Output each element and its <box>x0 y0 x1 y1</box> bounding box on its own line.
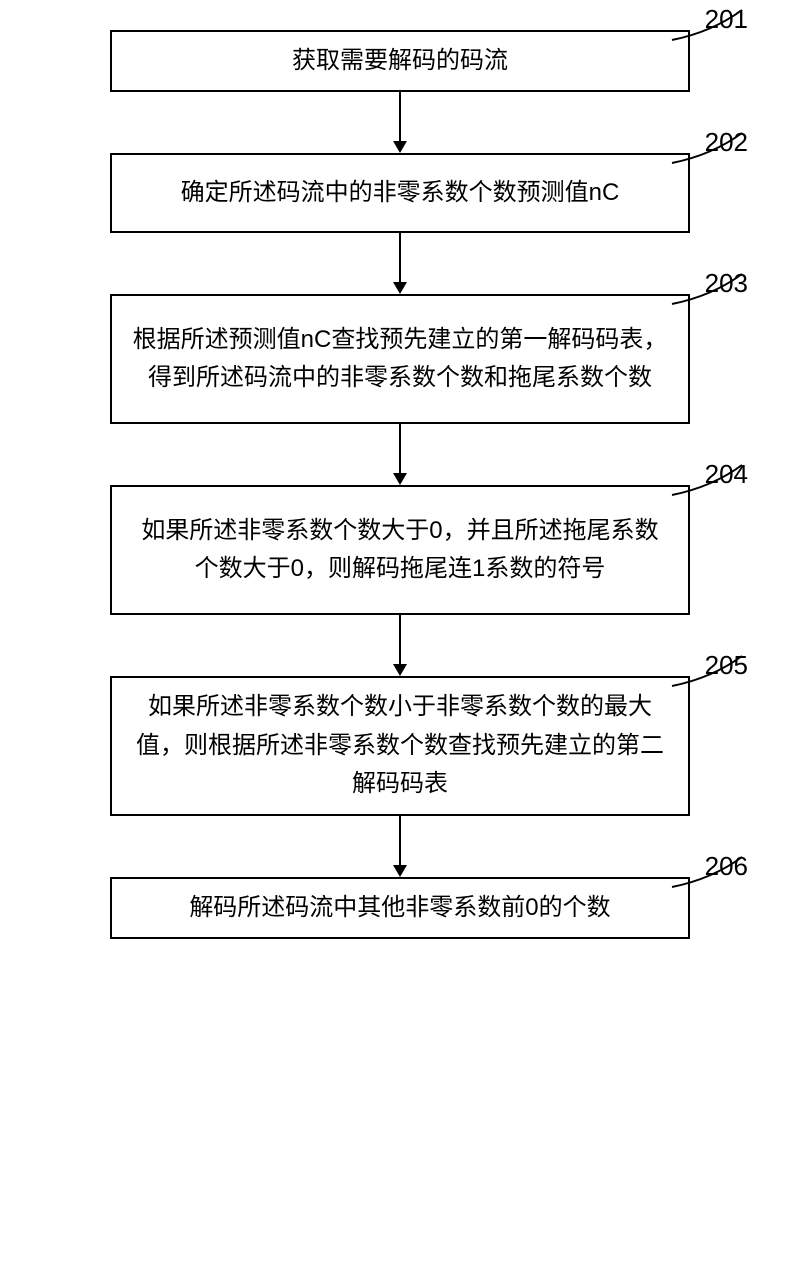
arrow-shaft <box>399 424 401 474</box>
flow-box-text: 解码所述码流中其他非零系数前0的个数 <box>189 889 610 927</box>
flow-box-text: 如果所述非零系数个数大于0，并且所述拖尾系数个数大于0，则解码拖尾连1系数的符号 <box>132 512 668 589</box>
flow-box: 如果所述非零系数个数大于0，并且所述拖尾系数个数大于0，则解码拖尾连1系数的符号… <box>110 485 690 615</box>
flow-box: 如果所述非零系数个数小于非零系数个数的最大值，则根据所述非零系数个数查找预先建立… <box>110 676 690 815</box>
flow-node-203: 根据所述预测值nC查找预先建立的第一解码码表，得到所述码流中的非零系数个数和拖尾… <box>60 294 740 424</box>
flow-box: 获取需要解码的码流201 <box>110 30 690 92</box>
arrow-shaft <box>399 615 401 665</box>
flow-node-201: 获取需要解码的码流201 <box>60 30 740 92</box>
callout-line <box>112 266 772 326</box>
arrow-down-icon <box>393 424 407 485</box>
flow-box: 根据所述预测值nC查找预先建立的第一解码码表，得到所述码流中的非零系数个数和拖尾… <box>110 294 690 424</box>
arrow-down-icon <box>393 816 407 877</box>
flow-node-label: 202 <box>705 127 748 158</box>
arrow-shaft <box>399 92 401 142</box>
callout-line <box>112 457 772 517</box>
flow-node-206: 解码所述码流中其他非零系数前0的个数206 <box>60 877 740 939</box>
flow-box: 确定所述码流中的非零系数个数预测值nC202 <box>110 153 690 233</box>
flow-box: 解码所述码流中其他非零系数前0的个数206 <box>110 877 690 939</box>
arrow-shaft <box>399 816 401 866</box>
flow-node-label: 206 <box>705 851 748 882</box>
arrow-head <box>393 473 407 485</box>
arrow-down-icon <box>393 233 407 294</box>
flow-box-text: 根据所述预测值nC查找预先建立的第一解码码表，得到所述码流中的非零系数个数和拖尾… <box>132 321 668 398</box>
flow-box-text: 如果所述非零系数个数小于非零系数个数的最大值，则根据所述非零系数个数查找预先建立… <box>132 688 668 803</box>
flow-node-label: 204 <box>705 459 748 490</box>
flow-node-205: 如果所述非零系数个数小于非零系数个数的最大值，则根据所述非零系数个数查找预先建立… <box>60 676 740 815</box>
flow-box-text: 获取需要解码的码流 <box>292 42 508 80</box>
flow-box-text: 确定所述码流中的非零系数个数预测值nC <box>181 174 620 212</box>
arrow-shaft <box>399 233 401 283</box>
flow-node-label: 205 <box>705 650 748 681</box>
arrow-head <box>393 141 407 153</box>
flow-node-204: 如果所述非零系数个数大于0，并且所述拖尾系数个数大于0，则解码拖尾连1系数的符号… <box>60 485 740 615</box>
flow-node-202: 确定所述码流中的非零系数个数预测值nC202 <box>60 153 740 233</box>
flow-node-label: 201 <box>705 4 748 35</box>
arrow-head <box>393 664 407 676</box>
arrow-down-icon <box>393 615 407 676</box>
arrow-head <box>393 865 407 877</box>
arrow-head <box>393 282 407 294</box>
flow-node-label: 203 <box>705 268 748 299</box>
flowchart-container: 获取需要解码的码流201 确定所述码流中的非零系数个数预测值nC202 根据所述预测… <box>60 30 740 939</box>
arrow-down-icon <box>393 92 407 153</box>
